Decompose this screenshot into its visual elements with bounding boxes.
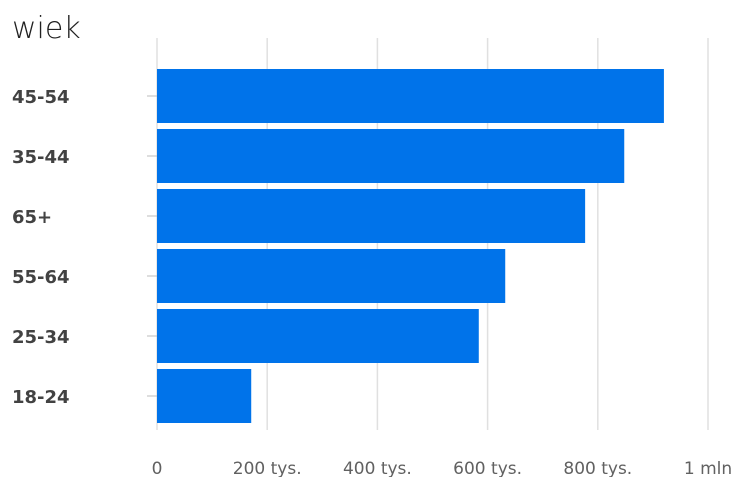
category-label-5: 18-24 (12, 387, 70, 408)
x-tick-label-2: 400 tys. (343, 459, 412, 477)
bar-18-24[interactable] (157, 369, 252, 423)
category-label-0: 45-54 (12, 87, 70, 108)
chart-title: wiek (12, 11, 81, 46)
category-label-2: 65+ (12, 207, 52, 228)
x-tick-label-1: 200 tys. (233, 459, 302, 477)
bar-55-64[interactable] (157, 249, 506, 303)
bar-45-54[interactable] (157, 69, 664, 123)
category-label-3: 55-64 (12, 267, 70, 288)
bars (157, 69, 664, 423)
category-labels: 45-54 35-44 65+ 55-64 25-34 18-24 (12, 87, 157, 408)
x-tick-label-0: 0 (152, 459, 163, 477)
x-tick-labels: 0 200 tys. 400 tys. 600 tys. 800 tys. 1 mln (152, 459, 733, 477)
bar-35-44[interactable] (157, 129, 625, 183)
category-label-4: 25-34 (12, 327, 70, 348)
category-label-1: 35-44 (12, 147, 70, 168)
x-tick-label-5: 1 mln (684, 459, 732, 477)
x-tick-label-4: 800 tys. (563, 459, 632, 477)
bar-25-34[interactable] (157, 309, 479, 363)
bar-65+[interactable] (157, 189, 586, 243)
x-tick-label-3: 600 tys. (453, 459, 522, 477)
